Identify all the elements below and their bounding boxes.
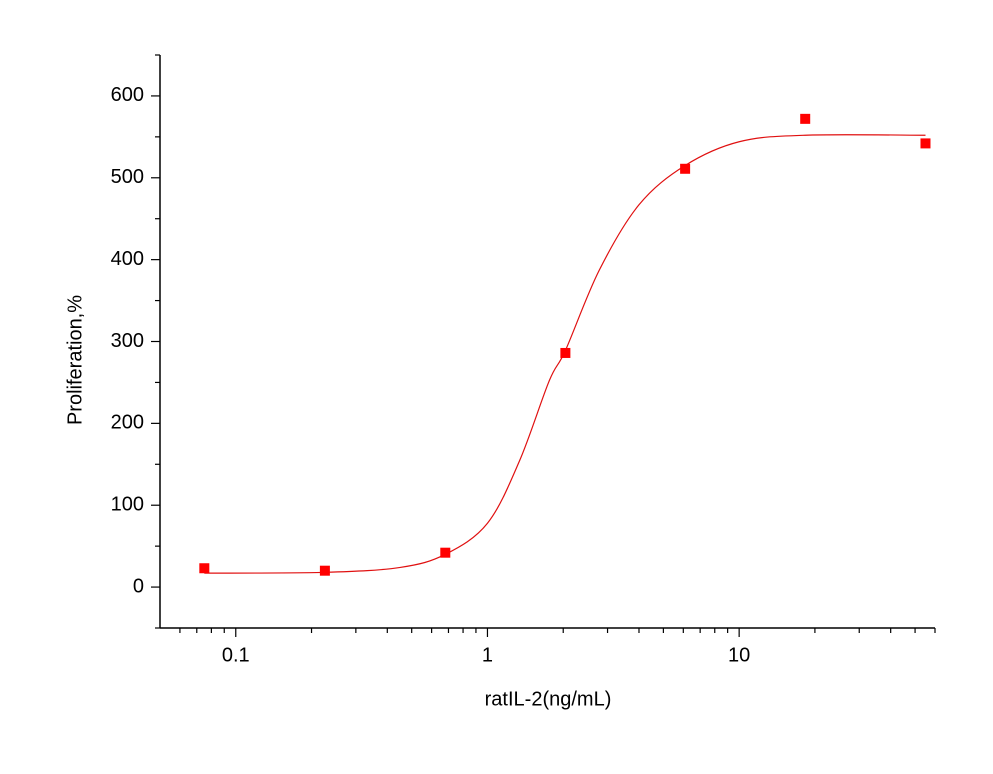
x-axis-label: ratIL-2(ng/mL) (485, 688, 612, 710)
data-point (560, 347, 571, 358)
data-point (920, 138, 931, 149)
data-point (680, 163, 691, 174)
y-axis-label: Proliferation,% (64, 295, 86, 425)
data-point (319, 565, 330, 576)
y-tick-label: 600 (111, 84, 144, 106)
data-point (800, 113, 811, 124)
y-tick-label: 400 (111, 248, 144, 270)
y-tick-label: 300 (111, 330, 144, 352)
x-tick-label: 1 (482, 644, 493, 666)
y-tick-label: 100 (111, 493, 144, 515)
y-tick-label: 0 (133, 575, 144, 597)
data-point (440, 547, 451, 558)
y-tick-label: 200 (111, 412, 144, 434)
x-tick-label: 0.1 (222, 644, 250, 666)
fit-curve (204, 134, 926, 574)
y-tick-label: 500 (111, 166, 144, 188)
data-point (199, 563, 210, 574)
x-tick-label: 10 (728, 644, 750, 666)
